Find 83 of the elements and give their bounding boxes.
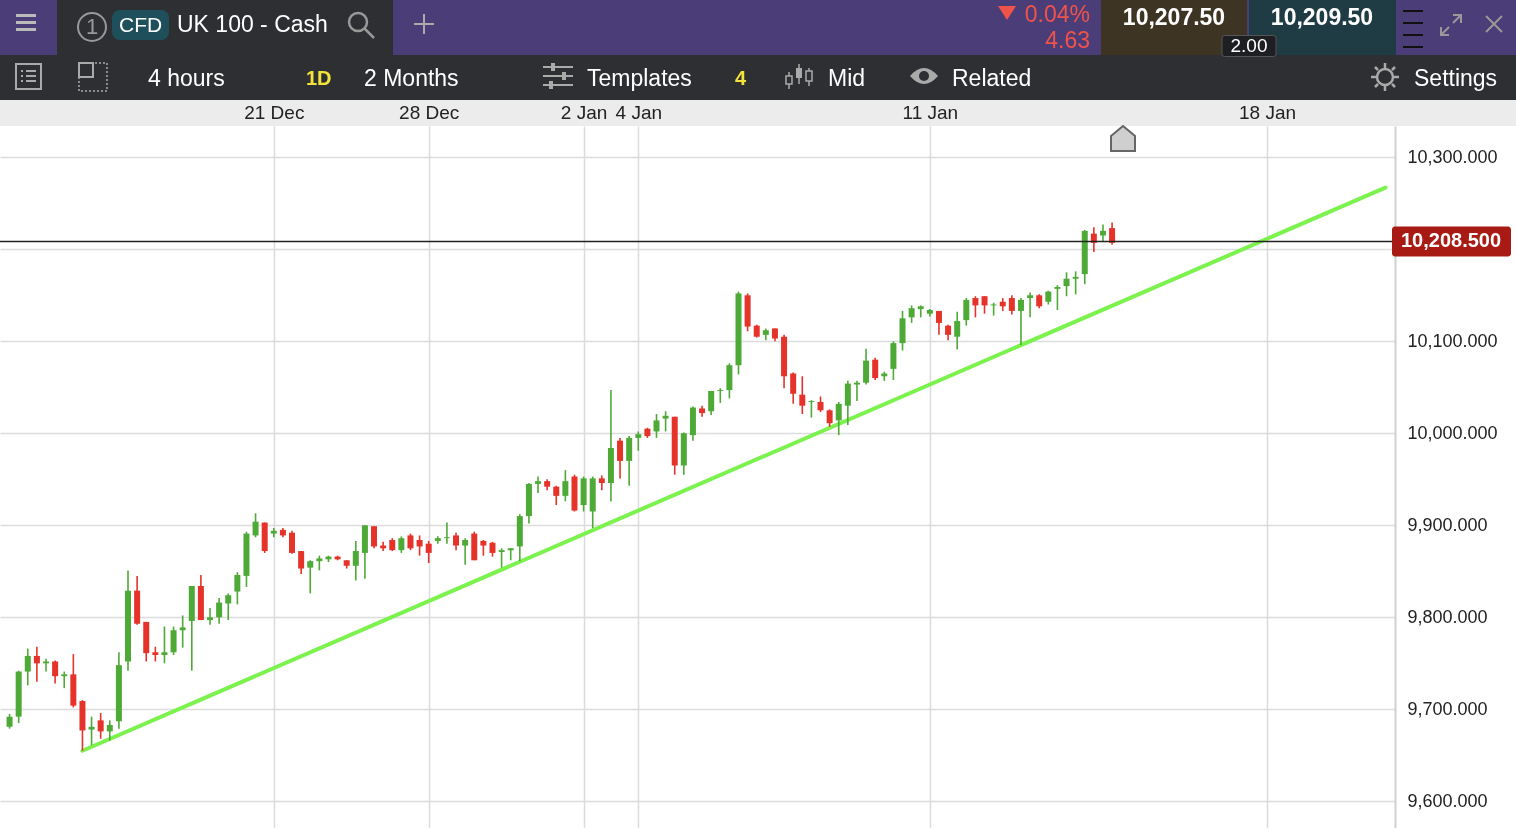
candlestick	[844, 380, 851, 426]
candlestick	[462, 537, 469, 566]
candlestick	[635, 430, 642, 452]
candlestick	[307, 559, 314, 595]
candlestick	[963, 297, 970, 327]
candlestick	[507, 547, 514, 562]
candlestick	[653, 413, 660, 439]
text: Related	[952, 65, 1032, 91]
candlestick	[106, 719, 113, 742]
candlestick	[1063, 271, 1070, 298]
candlestick	[371, 525, 378, 550]
candlestick	[216, 597, 223, 625]
text: CFD	[112, 10, 170, 40]
y-tick-label: 10,100.000	[1407, 330, 1498, 351]
candlestick	[790, 371, 797, 405]
candlestick	[61, 670, 68, 689]
text: 10,207.50	[1122, 4, 1226, 30]
text: Mid	[828, 65, 866, 91]
x-tick-label: 18 Jan	[1238, 101, 1297, 123]
candlestick	[179, 614, 186, 649]
y-tick-label: 10,000.000	[1407, 422, 1498, 443]
candlestick	[617, 437, 624, 480]
candlestick	[662, 410, 669, 433]
candlestick	[835, 401, 842, 436]
text: 4.63	[1045, 27, 1090, 53]
x-tick-label: 28 Dec	[399, 101, 460, 123]
candlestick	[161, 625, 168, 665]
text: Templates	[587, 65, 692, 91]
y-tick-label: 9,900.000	[1407, 514, 1488, 535]
candlestick	[535, 475, 542, 494]
candlestick	[562, 469, 569, 503]
candlestick	[33, 645, 40, 683]
candlestick	[972, 295, 979, 319]
candlestick	[553, 484, 560, 506]
candlestick	[954, 311, 961, 351]
candlestick	[799, 375, 806, 415]
candlestick	[43, 657, 49, 673]
candlestick	[1072, 270, 1079, 296]
candlestick	[234, 571, 241, 606]
text: 1D	[306, 66, 332, 91]
candlestick	[252, 512, 259, 539]
candlestick	[863, 347, 870, 386]
candlestick	[872, 357, 879, 381]
text: 4	[735, 66, 747, 91]
candlestick	[352, 540, 359, 582]
text: 2.00	[1221, 35, 1277, 57]
text: 0.04%	[1024, 1, 1090, 27]
candlestick	[88, 715, 95, 746]
candlestick	[425, 540, 432, 564]
text: 4 hours	[148, 65, 225, 91]
x-tick-label: 2 Jan	[560, 101, 608, 123]
candlestick	[498, 547, 505, 569]
ref-line-label: 10,208.500	[1400, 229, 1502, 252]
candlestick	[1027, 291, 1034, 319]
candlestick	[1109, 221, 1116, 246]
text: 10,209.50	[1270, 4, 1374, 30]
candlestick	[170, 625, 177, 656]
candlestick	[416, 534, 423, 557]
y-tick-label: 9,800.000	[1407, 606, 1488, 627]
candlestick	[24, 647, 31, 687]
candlestick	[443, 521, 450, 545]
text: 2 Months	[364, 65, 459, 91]
y-tick-label: 9,600.000	[1407, 790, 1488, 811]
candlestick	[853, 380, 860, 402]
candlestick	[207, 607, 214, 626]
candlestick	[917, 304, 924, 319]
candlestick	[97, 712, 104, 740]
y-tick-label: 9,700.000	[1407, 698, 1488, 719]
text: 1	[77, 12, 107, 42]
x-tick-label: 21 Dec	[244, 101, 305, 123]
text: Settings	[1414, 65, 1498, 91]
candlestick	[626, 435, 633, 487]
candlestick	[1008, 294, 1015, 316]
candlestick	[289, 530, 296, 555]
candlestick	[298, 550, 305, 575]
x-tick-label: 11 Jan	[902, 101, 959, 123]
candlestick	[225, 592, 232, 621]
x-tick-label: 4 Jan	[615, 101, 663, 123]
candlestick	[1054, 284, 1061, 311]
text: UK 100 - Cash	[177, 11, 328, 37]
candlestick	[1017, 297, 1024, 346]
candlestick	[717, 387, 724, 404]
y-tick-label: 10,300.000	[1407, 146, 1498, 167]
